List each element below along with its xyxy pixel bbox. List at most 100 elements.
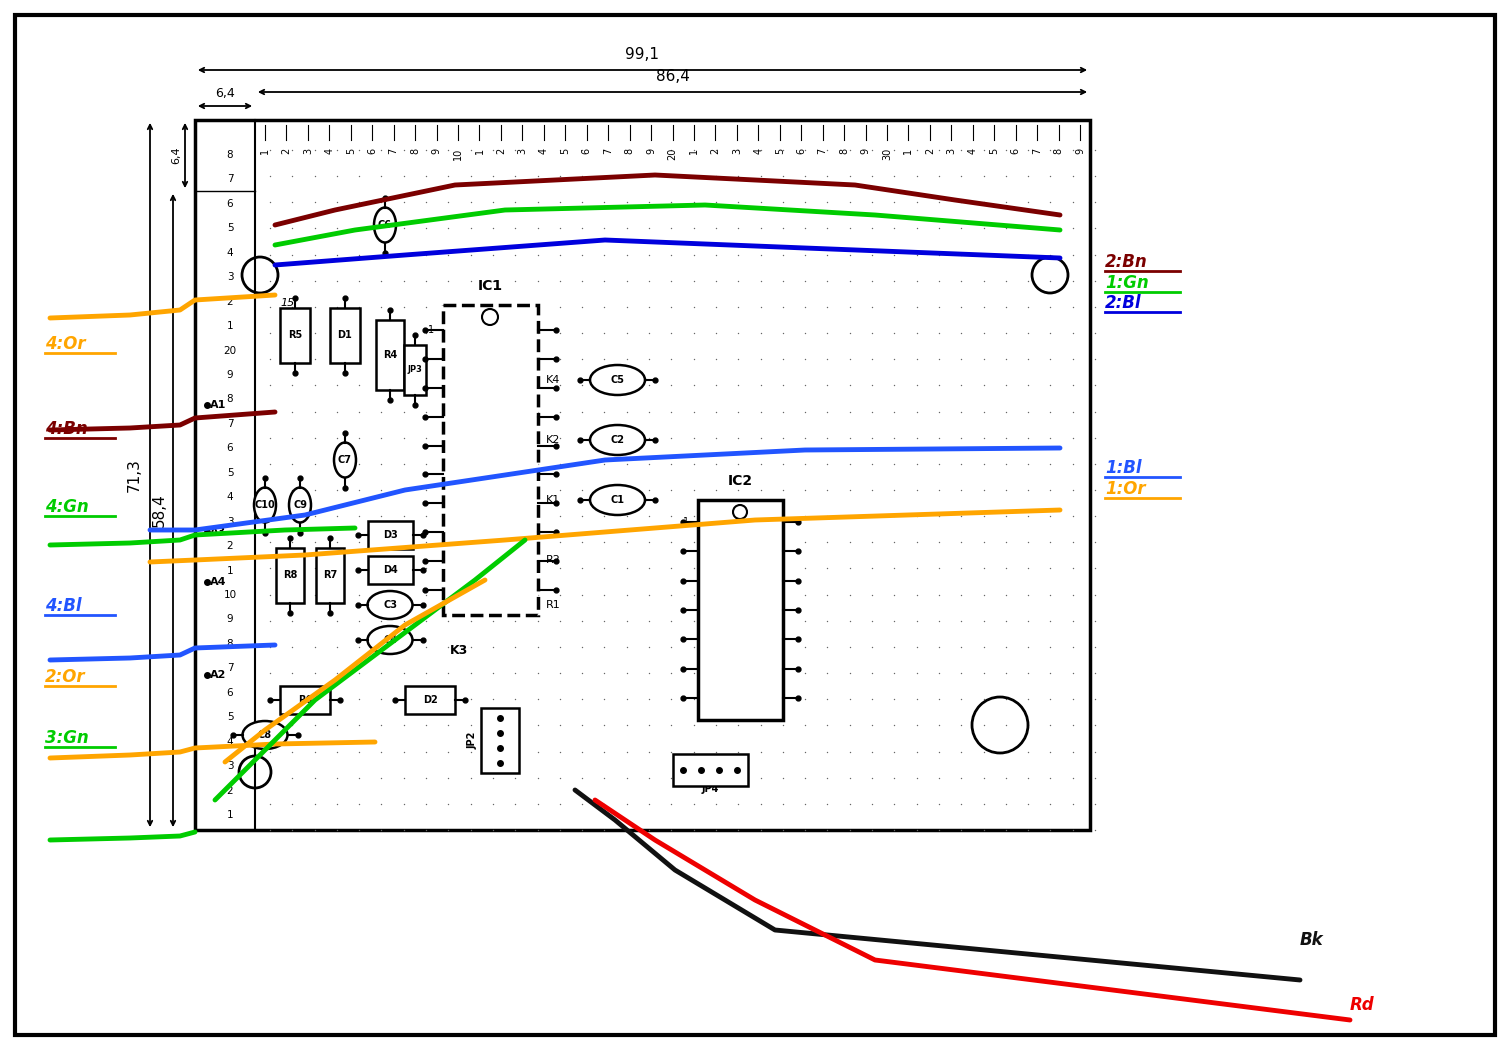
- Bar: [404, 345, 426, 395]
- Text: R5: R5: [288, 330, 302, 340]
- Text: 1:Bl: 1:Bl: [1106, 459, 1142, 477]
- Text: 8: 8: [226, 395, 234, 404]
- Text: D4: D4: [382, 565, 398, 575]
- Text: 8: 8: [410, 148, 420, 154]
- Text: 4: 4: [226, 492, 234, 502]
- Bar: [280, 686, 330, 714]
- Text: 9: 9: [646, 148, 656, 154]
- Text: 4:Bn: 4:Bn: [45, 420, 87, 438]
- Text: A3: A3: [210, 527, 226, 537]
- Text: 2:Bl: 2:Bl: [1106, 294, 1142, 312]
- Text: C10: C10: [255, 500, 276, 510]
- Text: 9: 9: [1076, 148, 1084, 154]
- Text: C9: C9: [292, 500, 308, 510]
- Text: 1: 1: [429, 326, 435, 335]
- Text: 3: 3: [226, 517, 234, 527]
- Text: 4: 4: [538, 148, 549, 154]
- Text: 2: 2: [282, 148, 291, 154]
- Text: 7: 7: [226, 664, 234, 673]
- Text: R7: R7: [322, 570, 338, 580]
- Bar: [280, 308, 310, 362]
- Text: D2: D2: [423, 695, 438, 705]
- Text: 4:Gn: 4:Gn: [45, 498, 88, 516]
- Text: 9: 9: [226, 370, 234, 380]
- Text: 99,1: 99,1: [626, 47, 660, 62]
- Text: C8: C8: [258, 730, 272, 740]
- Text: 2:Or: 2:Or: [45, 669, 86, 687]
- Text: JP2: JP2: [468, 731, 478, 749]
- Text: D1: D1: [338, 330, 352, 340]
- Text: 1: 1: [226, 321, 234, 331]
- Text: K1: K1: [546, 495, 560, 505]
- Text: 2:Bn: 2:Bn: [1106, 253, 1148, 271]
- Text: 6,4: 6,4: [214, 87, 236, 100]
- Bar: [330, 308, 360, 362]
- Text: 4: 4: [226, 737, 234, 747]
- Bar: [195, 120, 1090, 830]
- Text: 3:Gn: 3:Gn: [45, 729, 88, 747]
- Text: 4:Or: 4:Or: [45, 335, 86, 353]
- Ellipse shape: [334, 442, 356, 478]
- Text: 5: 5: [226, 712, 234, 722]
- Text: 4: 4: [753, 148, 764, 154]
- Text: 1: 1: [688, 148, 699, 154]
- Text: 2: 2: [926, 148, 934, 154]
- Text: 6: 6: [226, 198, 234, 209]
- Text: R2: R2: [546, 555, 561, 565]
- Text: 58,4: 58,4: [152, 494, 166, 527]
- Text: C6: C6: [378, 220, 392, 230]
- Text: 7: 7: [226, 419, 234, 428]
- Text: 4: 4: [968, 148, 978, 154]
- Text: 6: 6: [1011, 148, 1020, 154]
- Text: IC2: IC2: [728, 474, 753, 488]
- Text: R1: R1: [546, 600, 561, 610]
- Ellipse shape: [243, 721, 288, 749]
- Text: 8: 8: [1053, 148, 1064, 154]
- Text: 1:Gn: 1:Gn: [1106, 274, 1149, 292]
- Text: C3: C3: [382, 600, 398, 610]
- Bar: [376, 320, 404, 390]
- Text: JP4: JP4: [702, 784, 718, 794]
- Text: 9: 9: [432, 148, 441, 154]
- Text: 1: 1: [474, 148, 484, 154]
- Text: 2: 2: [226, 785, 234, 796]
- Text: 6: 6: [796, 148, 806, 154]
- Text: 8: 8: [839, 148, 849, 154]
- Bar: [672, 754, 747, 786]
- Text: 7: 7: [603, 148, 613, 154]
- Text: 1: 1: [260, 148, 270, 154]
- Bar: [405, 686, 454, 714]
- Bar: [368, 521, 413, 549]
- Text: 4: 4: [226, 248, 234, 258]
- Bar: [482, 708, 519, 773]
- Text: C7: C7: [338, 455, 352, 465]
- Text: 1: 1: [226, 810, 234, 820]
- Text: 3: 3: [303, 148, 313, 154]
- Text: 5: 5: [226, 468, 234, 478]
- Text: 7: 7: [818, 148, 828, 154]
- Text: 2: 2: [711, 148, 720, 154]
- Text: 71,3: 71,3: [128, 458, 142, 492]
- Ellipse shape: [254, 487, 276, 523]
- Text: 10: 10: [224, 590, 237, 600]
- Text: 20: 20: [668, 148, 678, 161]
- Text: C2: C2: [610, 435, 624, 445]
- Bar: [368, 556, 413, 584]
- Ellipse shape: [374, 208, 396, 243]
- Text: 3: 3: [732, 148, 742, 154]
- Text: Rd: Rd: [1350, 996, 1374, 1014]
- Text: C5: C5: [610, 375, 624, 385]
- Text: 9: 9: [226, 614, 234, 625]
- Text: 9: 9: [861, 148, 870, 154]
- Text: 8: 8: [624, 148, 634, 154]
- Text: 1: 1: [226, 566, 234, 575]
- Bar: [316, 547, 344, 603]
- Text: 7: 7: [226, 174, 234, 185]
- Text: 1: 1: [684, 517, 690, 527]
- Text: 3: 3: [226, 761, 234, 771]
- Ellipse shape: [368, 626, 413, 654]
- Text: 2: 2: [226, 541, 234, 551]
- Ellipse shape: [368, 591, 413, 620]
- Text: D3: D3: [382, 530, 398, 540]
- Text: C1: C1: [610, 495, 624, 505]
